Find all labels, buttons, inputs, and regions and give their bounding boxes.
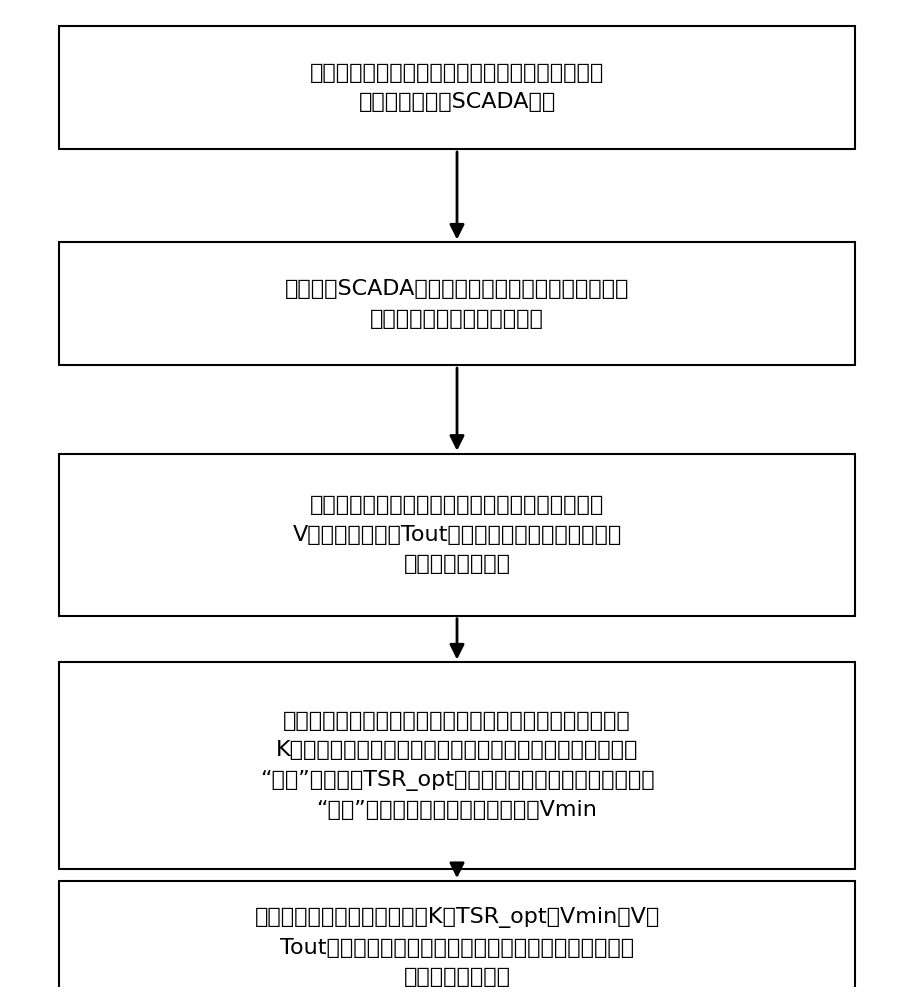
Text: 基于所述功率曲线、风频，求得各台机组的功率曲线评价値
K；基于所述风速一叶尖速比关系曲线，求得各机组所跟踪的
“最佳”叶尖速比TSR_opt，及风速一叶尖速比关: 基于所述功率曲线、风频，求得各台机组的功率曲线评价値 K；基于所述风速一叶尖速比…: [260, 711, 654, 820]
FancyBboxPatch shape: [58, 662, 856, 869]
Text: 对各台机组的满性能发电数据，分别求得平均风速
V、环境温度均値Tout、功率曲线、风频，及风速一
叶尖速比关系曲线: 对各台机组的满性能发电数据，分别求得平均风速 V、环境温度均値Tout、功率曲线…: [292, 495, 622, 574]
Text: 对获取的SCADA数据，剂除停机、限功、叶片覆冰数
据，保留机组满性能发电数据: 对获取的SCADA数据，剂除停机、限功、叶片覆冰数 据，保留机组满性能发电数据: [285, 279, 629, 329]
Text: 获取风速、发电机转速、有功功率、叶片角度、环
境温度等变量的SCADA数据: 获取风速、发电机转速、有功功率、叶片角度、环 境温度等变量的SCADA数据: [310, 63, 604, 112]
FancyBboxPatch shape: [58, 881, 856, 1000]
Text: 基于所述风速仪故障敏感特征K、TSR_opt、Vmin、V、
Tout及其状态标签构建决策树诊断模型，并采用该模型进
行风速仪故障诊断: 基于所述风速仪故障敏感特征K、TSR_opt、Vmin、V、 Tout及其状态标…: [254, 907, 660, 987]
FancyBboxPatch shape: [58, 242, 856, 365]
FancyBboxPatch shape: [58, 454, 856, 616]
FancyBboxPatch shape: [58, 26, 856, 149]
